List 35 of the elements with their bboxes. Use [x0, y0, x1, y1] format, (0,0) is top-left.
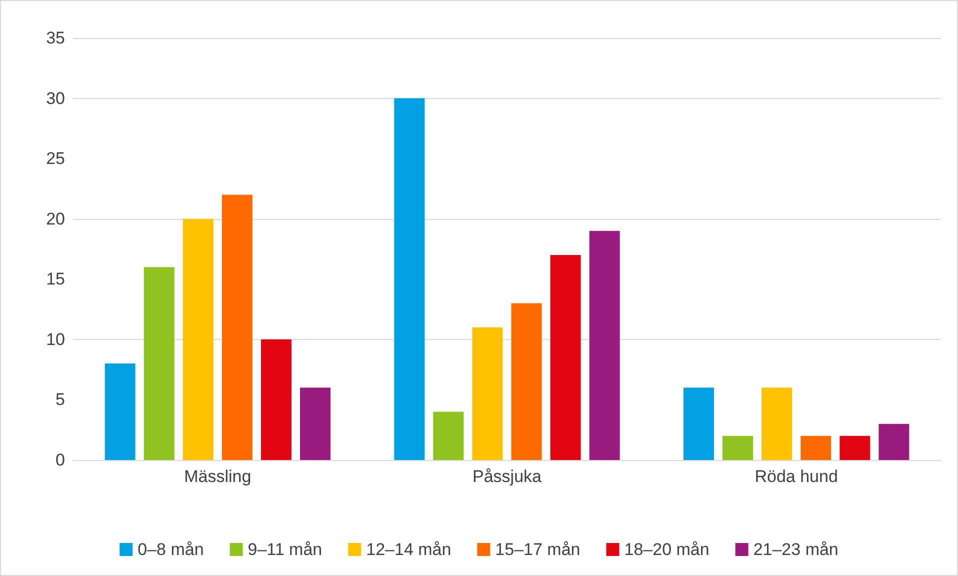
legend-label: 12–14 mån [366, 540, 452, 559]
bar [722, 436, 754, 460]
legend-label: 21–23 mån [753, 540, 838, 559]
bar [300, 388, 331, 460]
bar [182, 218, 214, 460]
bar [762, 388, 792, 460]
legend-label: 18–20 mån [624, 540, 710, 559]
legend-label: 0–8 mån [138, 540, 204, 559]
bar [683, 388, 714, 460]
bar [800, 436, 832, 460]
x-tick-label: Påssjuka [472, 467, 542, 486]
bar [589, 230, 620, 460]
y-tick-label: 35 [46, 28, 65, 48]
legend-label: 9–11 mån [248, 540, 322, 559]
bar [878, 424, 910, 460]
bar [511, 303, 542, 460]
bar [394, 98, 425, 460]
x-tick-label: Röda hund [754, 467, 838, 486]
bar [472, 327, 503, 460]
bar [840, 436, 870, 460]
y-tick-label: 30 [46, 88, 65, 108]
legend-label: 15–17 mån [495, 540, 580, 559]
y-tick-label: 25 [46, 149, 65, 168]
bar [433, 412, 464, 460]
y-tick-label: 15 [46, 270, 65, 289]
bar [144, 267, 174, 460]
y-tick-label: 10 [46, 330, 65, 349]
bar [222, 194, 252, 460]
y-tick-label: 0 [56, 450, 65, 470]
x-tick-label: Mässling [184, 467, 252, 486]
bar [260, 339, 292, 460]
bar [550, 255, 581, 460]
bar [104, 364, 136, 460]
y-tick-label: 20 [46, 209, 65, 228]
y-tick-label: 5 [56, 390, 65, 410]
